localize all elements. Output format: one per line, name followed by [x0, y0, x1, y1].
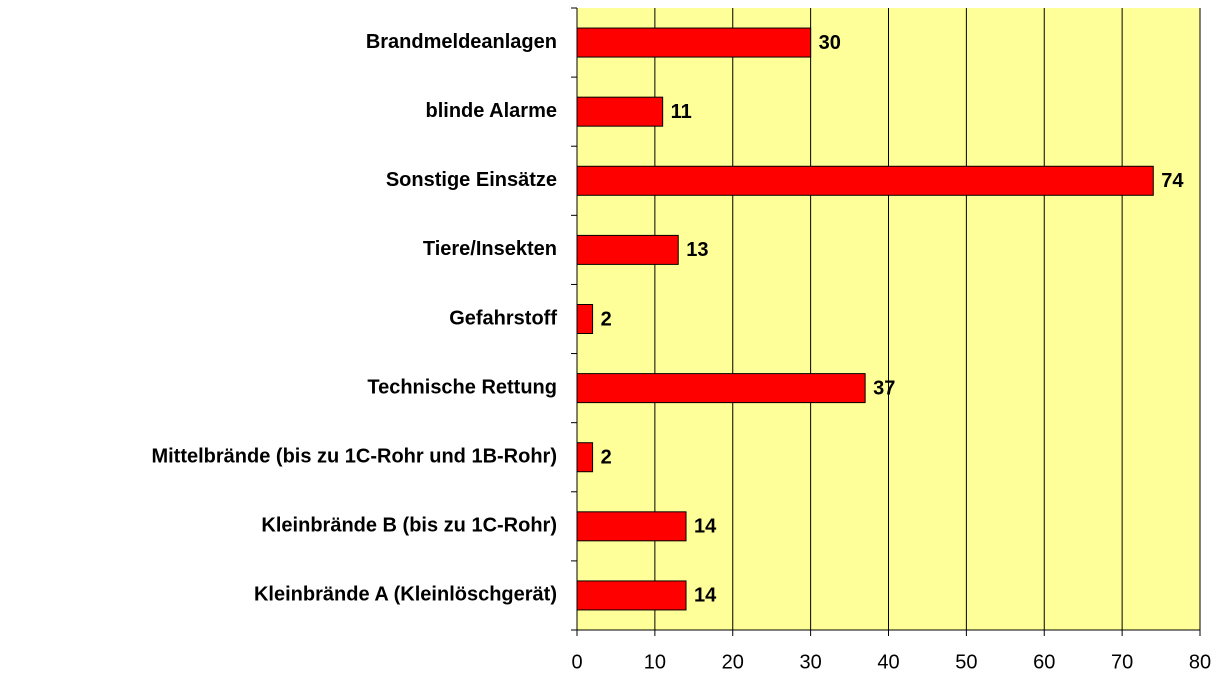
value-label: 2 [601, 308, 612, 330]
category-label: Technische Rettung [367, 376, 557, 398]
value-label: 2 [601, 447, 612, 469]
x-tick-label: 80 [1189, 651, 1211, 673]
value-label: 74 [1161, 170, 1184, 192]
bar [576, 580, 687, 611]
value-label: 37 [873, 377, 895, 399]
x-tick-label: 30 [800, 651, 822, 673]
category-label: Kleinbrände B (bis zu 1C-Rohr) [261, 515, 557, 537]
x-tick-label: 50 [955, 651, 977, 673]
value-label: 30 [819, 32, 841, 54]
category-label: blinde Alarme [425, 100, 557, 122]
bar [576, 165, 1154, 196]
category-label: Gefahrstoff [449, 307, 557, 329]
category-label: Tiere/Insekten [423, 238, 557, 260]
x-tick-label: 70 [1111, 651, 1133, 673]
bar [576, 234, 679, 265]
category-label: Brandmeldeanlagen [366, 31, 557, 53]
x-tick-label: 60 [1033, 651, 1055, 673]
bar [576, 27, 812, 58]
category-label: Mittelbrände (bis zu 1C-Rohr und 1B-Rohr… [151, 446, 557, 468]
value-label: 14 [694, 585, 717, 607]
bar [576, 304, 594, 334]
x-tick-label: 20 [722, 651, 744, 673]
value-label: 13 [686, 239, 708, 261]
bar [576, 511, 687, 542]
value-label: 11 [671, 101, 692, 123]
x-tick-label: 0 [571, 651, 582, 673]
value-label: 14 [694, 516, 717, 538]
bar [576, 442, 594, 473]
category-label: Sonstige Einsätze [386, 169, 557, 191]
bar [576, 373, 866, 404]
x-tick-label: 10 [644, 651, 666, 673]
category-label: Kleinbrände A (Kleinlöschgerät) [254, 584, 557, 606]
bar [576, 96, 664, 127]
x-tick-label: 40 [877, 651, 899, 673]
